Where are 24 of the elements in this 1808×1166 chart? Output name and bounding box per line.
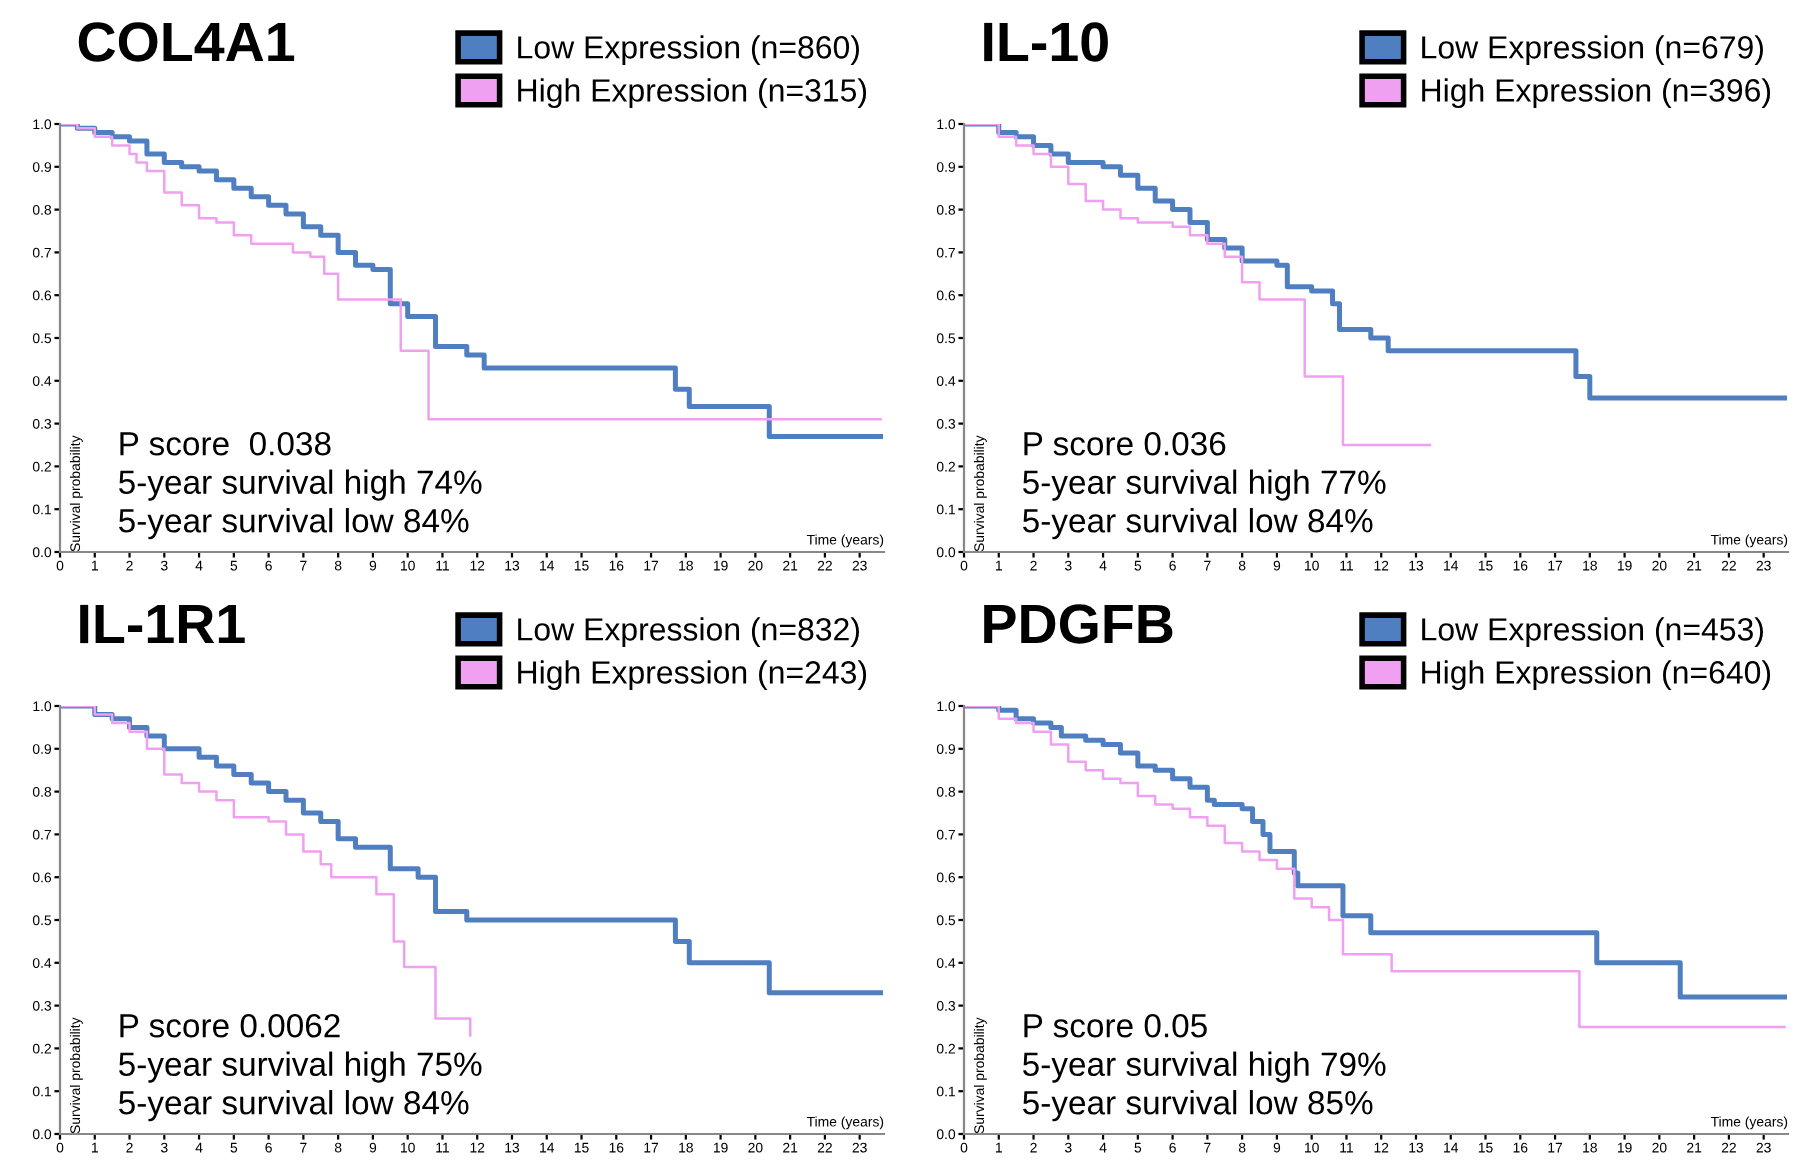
legend-label: Low Expression (n=832) (518, 617, 859, 647)
annotation: P score 0.036 (1024, 431, 1226, 456)
annotation: P score 0.0062 (120, 1013, 340, 1038)
annotation: 5-year survival high 77% (1023, 469, 1386, 501)
legend-label: Low Expression (n=679) (1422, 35, 1763, 65)
annotation: 5-year survival high 75% (119, 1051, 482, 1083)
annotation: P score 0.038 (120, 431, 331, 456)
chart-title: IL-10 (984, 22, 1108, 62)
annotation: 5-year survival low 84% (119, 1090, 469, 1122)
legend-label: High Expression (n=315) (518, 78, 867, 109)
annotation: 5-year survival low 84% (119, 508, 469, 540)
legend-label: Low Expression (n=453) (1422, 617, 1763, 647)
chart-title: PDGFB (984, 604, 1173, 644)
legend-label: Low Expression (n=860) (518, 35, 859, 65)
annotation: 5-year survival low 84% (1023, 508, 1373, 540)
chart-title: COL4A1 (78, 22, 295, 62)
annotation: 5-year survival high 74% (119, 469, 482, 501)
annotation: P score 0.05 (1024, 1013, 1207, 1038)
annotation: 5-year survival high 79% (1023, 1051, 1386, 1083)
legend-label: High Expression (n=640) (1422, 660, 1771, 691)
legend-label: High Expression (n=243) (518, 660, 867, 691)
annotation: 5-year survival low 85% (1023, 1090, 1373, 1122)
chart-title: IL-1R1 (80, 604, 245, 644)
legend-label: High Expression (n=396) (1422, 78, 1771, 109)
